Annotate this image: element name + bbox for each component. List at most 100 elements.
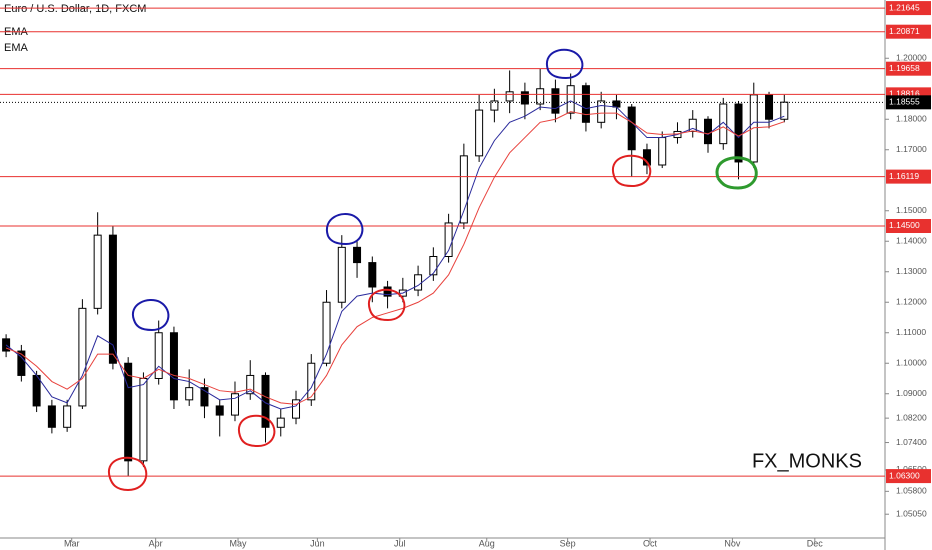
candle-body [307,362,316,401]
candle-body [47,405,56,428]
candle-body [261,374,270,428]
candle-body [215,405,224,416]
candle-body [520,91,529,105]
level-label: 1.19658 [889,63,920,73]
candle-body [337,246,346,303]
candle-body [108,234,117,364]
candle-body [353,246,362,264]
y-tick-label: 1.11000 [896,327,926,337]
candle-body [124,362,133,462]
candle-body [93,234,102,309]
candle-body [154,332,163,379]
candle-body [169,332,178,401]
level-label: 1.21645 [889,2,920,12]
candle-body [658,137,667,166]
y-tick-label: 1.09000 [896,388,927,398]
circle-annotation [325,213,364,246]
candle-body [322,301,331,364]
level-label: 1.06300 [889,470,920,480]
candle-body [292,399,301,419]
circle-annotation [545,48,584,80]
candle-body [414,274,423,291]
candle-body [597,100,606,123]
candle-body [78,307,87,407]
candle-body [627,106,636,151]
circle-annotation [107,456,148,492]
plot-area: 1.20000 1.18000 1.17000 1.15000 1.14000 1.130… [2,53,927,548]
y-tick-label: 1.18000 [896,114,927,124]
y-tick-label: 1.15000 [896,205,927,215]
y-tick-label: 1.13000 [896,266,927,276]
watermark: FX_MONKS [752,450,862,472]
candle-body [200,387,209,407]
x-tick-label: Jul [394,538,406,548]
current-price-box [886,95,931,110]
candle-body [459,155,468,224]
circle-annotation [715,156,758,190]
candle-body [704,118,712,145]
x-tick-label: May [230,538,248,548]
candle-body [536,88,545,105]
circle-annotation [367,288,406,322]
candle-body [139,377,148,462]
candle-body [185,387,194,401]
x-tick-label: Oct [643,538,658,548]
candle-body [780,101,789,120]
candle-body [719,103,728,145]
legend-entry: EMA [4,42,29,54]
y-tick-label: 1.20000 [896,53,927,63]
y-tick-label: 1.05050 [896,508,927,518]
candle-body [642,149,651,166]
candle-body [230,393,239,416]
x-tick-label: Nov [724,538,741,548]
x-tick-label: Mar [64,538,80,548]
candle-body [444,222,453,257]
candle-body [32,374,41,407]
y-tick-label: 1.10000 [896,357,927,367]
candle-body [63,405,72,428]
level-label-box [886,469,931,484]
x-tick-label: Apr [149,538,163,548]
candle-body [276,417,285,428]
candle-body [17,350,26,376]
y-tick-label: 1.07400 [896,437,927,447]
level-label: 1.18816 [889,89,920,99]
candle-body [688,118,697,132]
ema-line [5,100,785,410]
circle-annotation [611,154,652,188]
candle-body [749,94,758,163]
x-tick-label: Aug [479,538,495,548]
level-label: 1.16119 [889,171,919,181]
candle-body [505,91,514,102]
level-label-box [886,218,931,233]
y-tick-label: 1.08200 [896,412,927,422]
candle-body [2,338,11,352]
ema-line [5,111,785,405]
current-price-label: 1.18555 [889,97,920,107]
x-tick-label: Sep [560,538,576,548]
candle-body [734,103,743,163]
level-label: 1.14500 [889,220,920,230]
candle-body [383,286,392,297]
level-label-box [886,169,931,184]
level-label: 1.20871 [889,26,920,36]
candle-body [429,255,438,276]
candle-body [490,100,499,111]
candle-body [475,109,484,157]
candle-body [765,94,774,120]
candle-body [246,374,255,395]
y-tick-label: 1.17000 [896,144,927,154]
chart-title: Euro / U.S. Dollar, 1D, FXCM [4,3,146,15]
candle-body [581,85,590,123]
level-label-box [886,24,931,39]
circle-annotation [131,299,170,332]
candle-body [551,88,560,114]
y-tick-label: 1.14000 [896,235,927,245]
candle-body [368,262,377,288]
y-tick-label: 1.05800 [896,486,927,496]
circle-annotation [237,414,276,448]
y-tick-label: 1.12000 [896,296,927,306]
level-label-box [886,1,931,16]
